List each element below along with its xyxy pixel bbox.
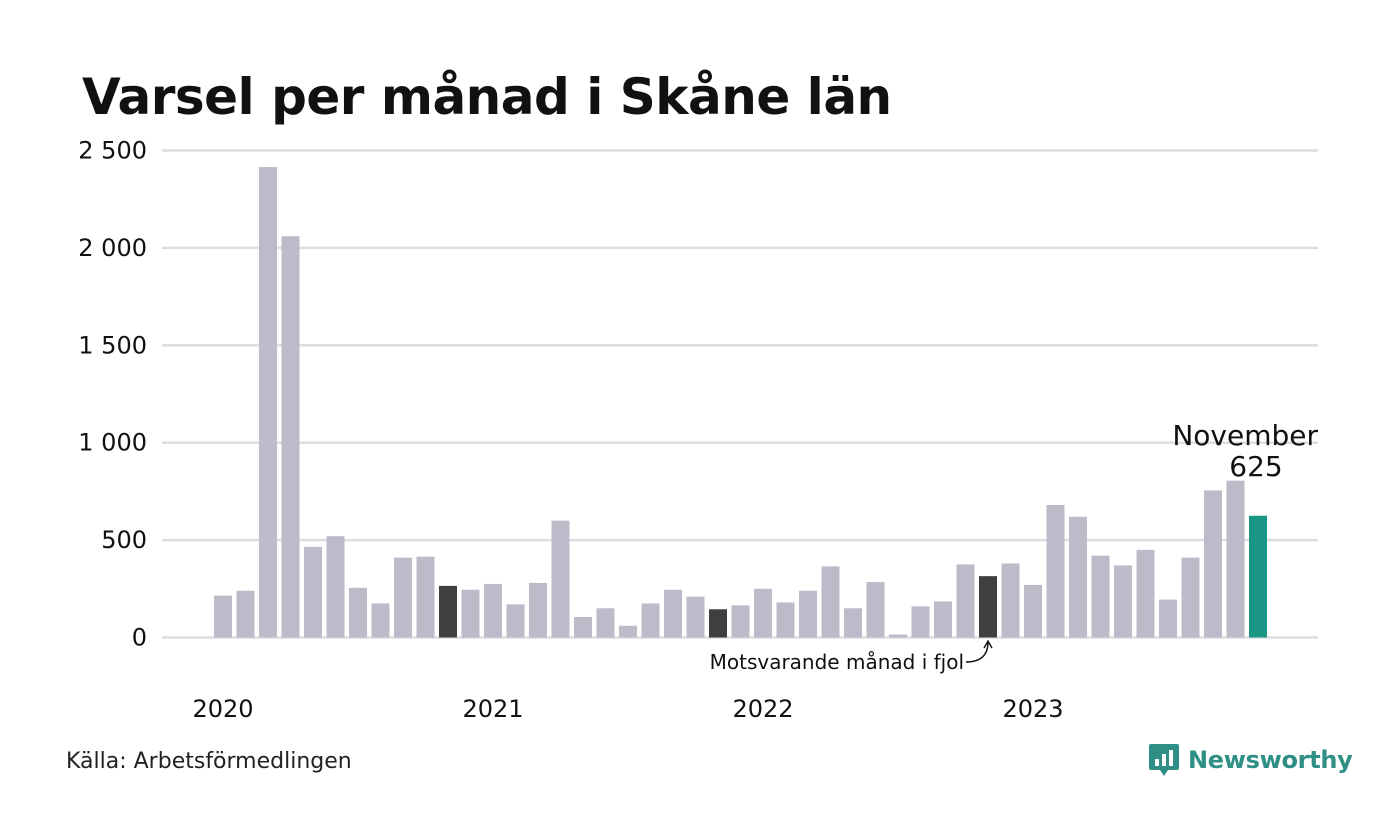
highlight-month-label: November <box>1172 419 1318 452</box>
x-year-label: 2023 <box>1002 695 1063 723</box>
highlight-value-label: 625 <box>1229 450 1282 483</box>
comparison-bar <box>709 609 727 638</box>
bar <box>889 634 907 638</box>
bar <box>1181 557 1200 638</box>
bar <box>641 603 660 638</box>
bar <box>506 604 525 638</box>
bar <box>1136 549 1155 638</box>
bar <box>1001 563 1020 638</box>
bar <box>911 606 930 638</box>
bar <box>1024 584 1042 638</box>
bar <box>1046 505 1065 638</box>
bar <box>574 617 592 638</box>
bar <box>214 595 232 638</box>
bar <box>1069 516 1087 638</box>
bar <box>1159 599 1177 638</box>
bar <box>1226 480 1245 638</box>
bar <box>394 557 412 638</box>
comparison-annotation: Motsvarande månad i fjol <box>710 650 964 674</box>
x-axis-year-labels: 2020 2021 2022 2023 <box>192 695 1063 723</box>
bar <box>326 536 345 638</box>
bar <box>799 590 817 638</box>
bar <box>731 605 750 638</box>
y-tick-label: 500 <box>101 526 147 554</box>
y-tick-label: 1 000 <box>78 429 147 457</box>
current-month-bar <box>1249 515 1267 638</box>
bar <box>596 608 615 638</box>
annotations: November 625 Motsvarande månad i fjol <box>710 419 1319 674</box>
bar <box>1091 555 1110 638</box>
bar <box>281 236 300 638</box>
bar <box>371 603 390 638</box>
bar <box>416 556 435 638</box>
y-axis-ticks: 0 500 1 000 1 500 2 000 2 500 <box>78 137 147 652</box>
y-tick-label: 2 000 <box>78 234 147 262</box>
bar <box>304 546 322 638</box>
bar <box>461 589 480 638</box>
bar <box>529 582 547 638</box>
brand-name: Newsworthy <box>1188 746 1353 774</box>
bar <box>776 602 795 638</box>
bar <box>866 581 885 638</box>
bar <box>484 583 502 638</box>
source-credit: Källa: Arbetsförmedlingen <box>66 749 352 774</box>
y-tick-label: 1 500 <box>78 331 147 359</box>
comparison-arrow <box>965 639 993 663</box>
bar <box>349 587 367 638</box>
bar <box>1204 490 1222 638</box>
comparison-bar <box>439 585 457 638</box>
comparison-bar <box>979 576 997 638</box>
bar <box>619 625 637 638</box>
bar <box>259 167 277 638</box>
bar <box>664 589 682 638</box>
bar <box>844 608 862 638</box>
bar <box>956 564 975 638</box>
bar <box>236 590 255 638</box>
bar <box>551 520 570 638</box>
x-year-label: 2021 <box>462 695 523 723</box>
x-year-label: 2020 <box>192 695 253 723</box>
x-year-label: 2022 <box>732 695 793 723</box>
y-tick-label: 2 500 <box>78 137 147 165</box>
bars <box>214 167 1267 638</box>
bar <box>821 566 840 638</box>
bar <box>686 596 705 638</box>
bar-chart-speech-bubble-icon <box>1149 744 1179 776</box>
bar <box>1114 565 1132 638</box>
bar <box>754 588 772 638</box>
brand-logo: Newsworthy <box>1148 742 1353 778</box>
bar <box>934 601 952 638</box>
chart-title: Varsel per månad i Skåne län <box>82 68 892 126</box>
y-tick-label: 0 <box>132 624 147 652</box>
